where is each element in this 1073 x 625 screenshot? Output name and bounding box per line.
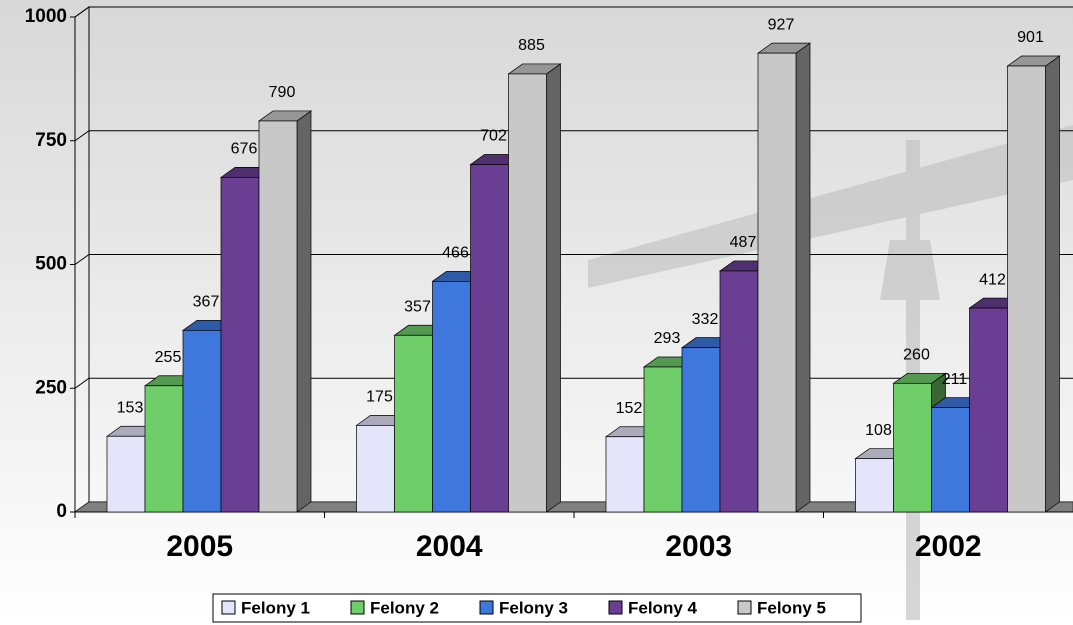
- value-label: 702: [480, 128, 507, 145]
- bar-front: [969, 307, 1008, 513]
- value-label: 153: [117, 399, 144, 416]
- bar-front: [508, 73, 547, 513]
- value-label: 255: [155, 349, 182, 366]
- bar-front: [757, 52, 797, 513]
- legend-label: Felony 2: [370, 598, 439, 617]
- grid-line: [74, 130, 1073, 142]
- bar-front: [432, 280, 471, 513]
- value-label: 466: [442, 245, 469, 262]
- value-label: 487: [730, 234, 757, 251]
- bar-front: [356, 425, 395, 513]
- legend-label: Felony 4: [628, 598, 698, 617]
- bar: [756, 42, 812, 513]
- value-label: 357: [404, 299, 431, 316]
- bar-front: [258, 120, 298, 513]
- value-label: 211: [942, 371, 968, 388]
- legend: [212, 593, 862, 623]
- legend-swatch: [479, 600, 494, 615]
- value-label: 332: [692, 311, 719, 328]
- value-label: 885: [518, 37, 545, 54]
- bar-front: [394, 334, 433, 513]
- bar-side: [795, 42, 811, 513]
- x-tick-label: 2002: [915, 530, 982, 563]
- x-tick-label: 2004: [416, 530, 483, 563]
- legend-swatch: [608, 600, 623, 615]
- bar-front: [1007, 65, 1046, 513]
- legend-label: Felony 3: [499, 598, 568, 617]
- bar-front: [681, 347, 721, 513]
- bar: [257, 110, 313, 513]
- bar-side: [546, 63, 561, 513]
- y-tick-label: 250: [35, 377, 67, 398]
- value-label: 175: [366, 389, 393, 406]
- bar-front: [144, 385, 184, 513]
- bar: [1006, 55, 1061, 513]
- value-label: 412: [979, 271, 1006, 288]
- bar-front: [931, 407, 970, 513]
- y-tick-label: 750: [35, 130, 67, 151]
- value-label: 901: [1017, 29, 1044, 46]
- legend-label: Felony 1: [241, 598, 310, 617]
- grid-line: [74, 254, 1073, 265]
- bar-front: [470, 164, 509, 513]
- bar: [507, 63, 562, 513]
- bar-front: [220, 177, 260, 513]
- bar-front: [855, 458, 894, 513]
- bar-front: [605, 436, 645, 513]
- bar-front: [643, 366, 683, 513]
- x-tick-label: 2003: [665, 530, 732, 563]
- bar-side: [296, 110, 312, 513]
- legend-swatch: [737, 600, 752, 615]
- bar-front: [719, 270, 759, 513]
- value-label: 367: [193, 294, 220, 311]
- value-label: 927: [768, 16, 795, 33]
- bar-front: [182, 329, 222, 513]
- value-label: 260: [903, 347, 930, 364]
- y-tick-label: 1000: [25, 6, 67, 27]
- value-label: 790: [269, 84, 296, 101]
- grid-line: [74, 6, 1073, 18]
- legend-label: Felony 5: [757, 598, 826, 617]
- y-tick-label: 0: [56, 501, 67, 522]
- x-tick-label: 2005: [166, 530, 233, 563]
- value-label: 293: [654, 330, 681, 347]
- legend-swatch: [221, 600, 236, 615]
- y-tick-label: 500: [35, 254, 67, 275]
- value-label: 108: [865, 422, 892, 439]
- bar-front: [893, 382, 932, 513]
- value-label: 152: [616, 400, 643, 417]
- bar-side: [1045, 55, 1060, 513]
- legend-swatch: [350, 600, 365, 615]
- bar-front: [106, 435, 146, 513]
- value-label: 676: [231, 141, 258, 158]
